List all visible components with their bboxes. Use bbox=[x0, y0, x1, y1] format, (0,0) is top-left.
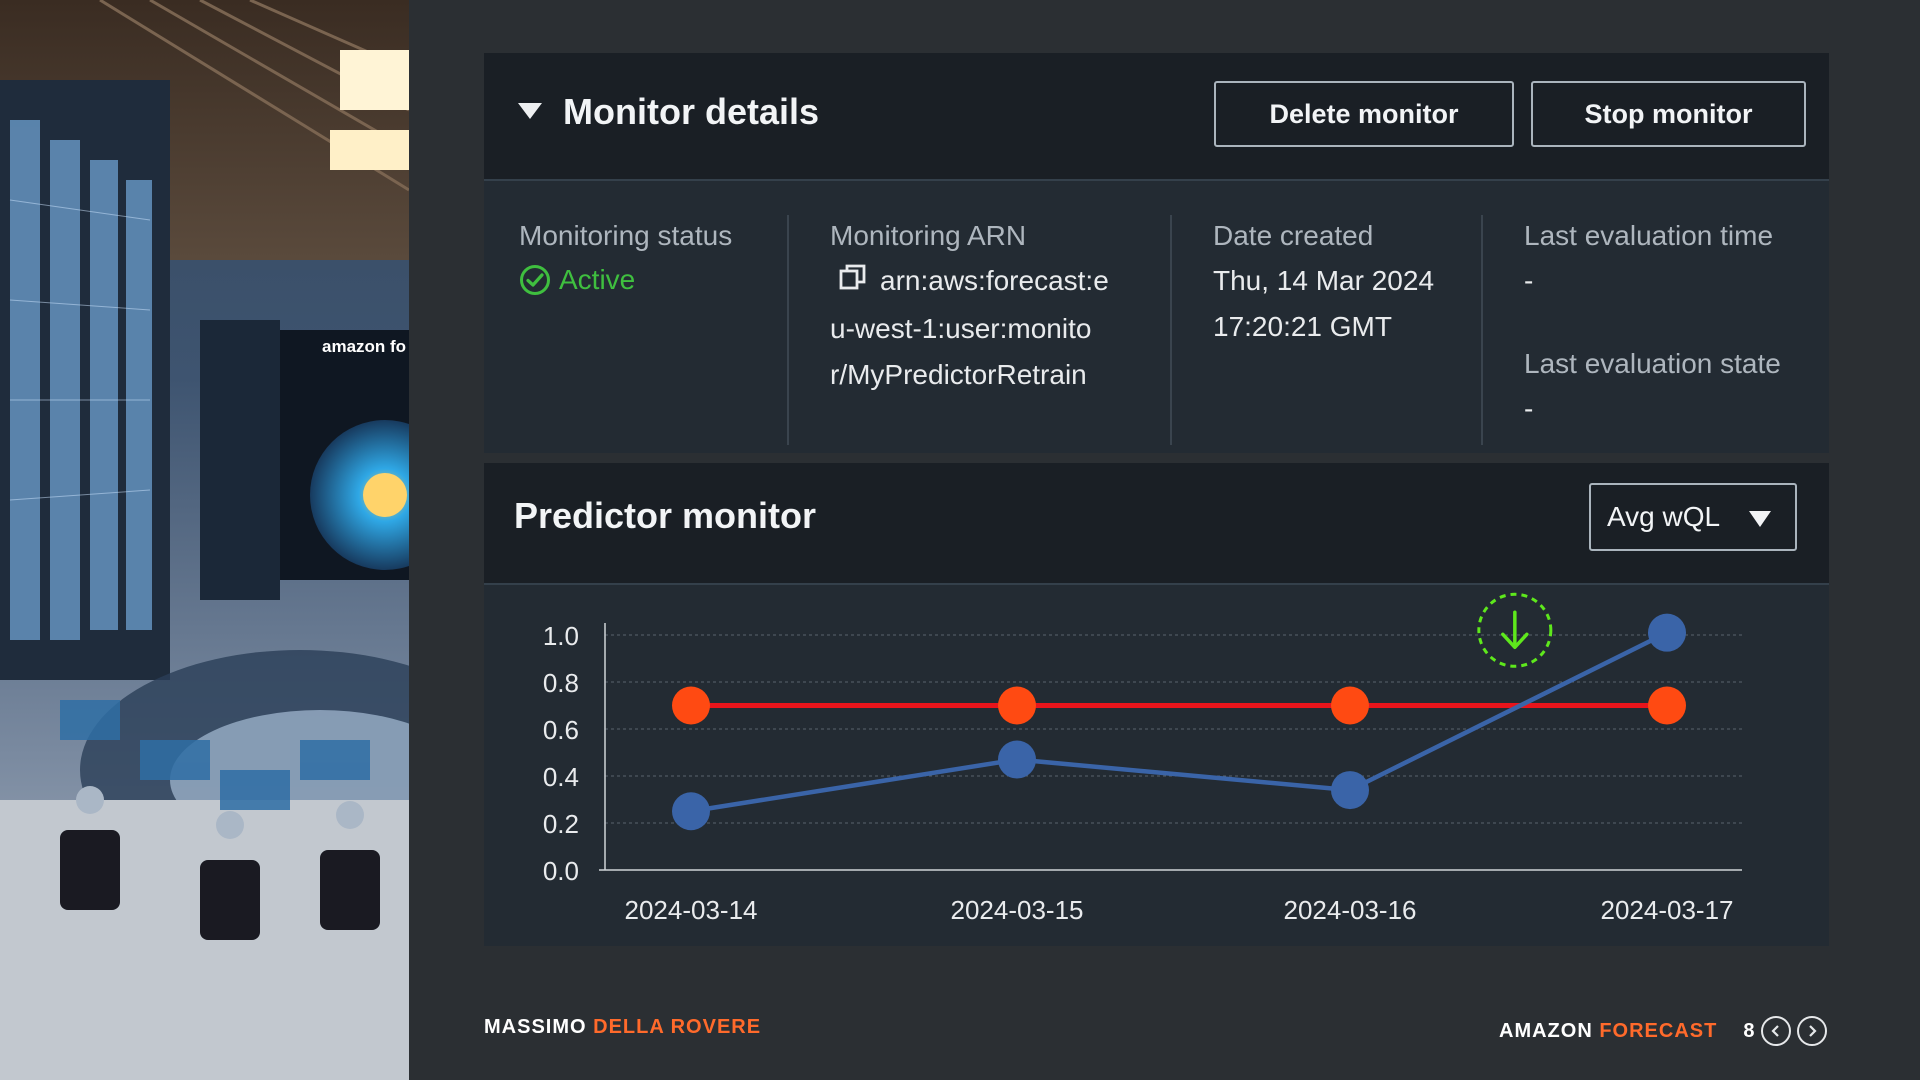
page-number: 8 bbox=[1743, 1019, 1756, 1042]
column-divider bbox=[1170, 215, 1172, 445]
next-slide-button[interactable] bbox=[1797, 1016, 1828, 1046]
monitoring-arn-label: Monitoring ARN bbox=[830, 220, 1027, 251]
status-badge: Active bbox=[519, 264, 732, 296]
copy-icon[interactable] bbox=[838, 260, 868, 306]
chevron-right-icon bbox=[1809, 1025, 1818, 1037]
chevron-down-icon bbox=[1749, 511, 1771, 527]
monitoring-arn-field: Monitoring ARN arn:aws:forecast:e u-west… bbox=[830, 218, 1109, 398]
author-first-name: MASSIMO bbox=[484, 1016, 587, 1038]
down-arrow-head-icon bbox=[1501, 632, 1529, 650]
data-point-series-2 bbox=[1331, 771, 1369, 810]
status-value: Active bbox=[559, 264, 636, 295]
stop-monitor-button[interactable]: Stop monitor bbox=[1531, 81, 1806, 147]
predictor-monitor-panel: Predictor monitor Avg wQL 0.0 0.2 0.4 0.6 0.… bbox=[484, 463, 1829, 946]
chevron-left-icon bbox=[1771, 1025, 1780, 1037]
data-point-series-1 bbox=[672, 686, 710, 725]
previous-slide-button[interactable] bbox=[1761, 1016, 1792, 1046]
date-created-field: Date created Thu, 14 Mar 2024 17:20:21 G… bbox=[1213, 218, 1434, 350]
data-point-series-2 bbox=[1648, 613, 1686, 652]
line-chart: 0.0 0.2 0.4 0.6 0.8 1.0 2024-03-14 2024-03-15 20… bbox=[543, 592, 1742, 925]
annotation-circle bbox=[1477, 592, 1553, 668]
arn-line-3: r/MyPredictorRetrain bbox=[830, 358, 1087, 390]
predictor-monitor-title: Predictor monitor bbox=[514, 495, 817, 536]
y-tick-label: 0.2 bbox=[543, 809, 579, 839]
data-point-series-2 bbox=[998, 740, 1036, 779]
monitoring-status-label: Monitoring status bbox=[519, 220, 733, 251]
check-circle-icon bbox=[519, 264, 551, 296]
column-divider bbox=[787, 215, 789, 445]
monitor-details-panel: Monitor details Delete monitor Stop moni… bbox=[484, 53, 1829, 453]
author-last-name: DELLA ROVERE bbox=[593, 1016, 762, 1038]
delete-monitor-button[interactable]: Delete monitor bbox=[1214, 81, 1514, 147]
monitor-details-title[interactable]: Monitor details bbox=[563, 91, 820, 132]
arn-line-1-row: arn:aws:forecast:e bbox=[830, 258, 1109, 306]
x-tick-label: 2024-03-17 bbox=[1601, 895, 1734, 925]
datacenter-illustration: amazon fo bbox=[0, 0, 409, 1080]
y-tick-label: 0.4 bbox=[543, 762, 579, 792]
last-evaluation-state-label: Last evaluation state bbox=[1524, 348, 1781, 379]
data-point-series-2 bbox=[672, 792, 710, 831]
monitor-details-header: Monitor details Delete monitor Stop moni… bbox=[484, 53, 1829, 181]
data-point-series-1 bbox=[998, 686, 1036, 725]
y-tick-label: 0.6 bbox=[543, 715, 579, 745]
column-divider bbox=[1481, 215, 1483, 445]
brand-last: FORECAST bbox=[1599, 1019, 1718, 1042]
data-point-series-1 bbox=[1648, 686, 1686, 725]
y-tick-label: 0.0 bbox=[543, 856, 579, 886]
svg-text:amazon fo: amazon fo bbox=[322, 337, 406, 356]
date-created-label: Date created bbox=[1213, 220, 1374, 251]
last-evaluation-time-value: - bbox=[1524, 265, 1534, 296]
footer-author: MASSIMO DELLA ROVERE bbox=[484, 1016, 761, 1039]
date-created-line-1: Thu, 14 Mar 2024 bbox=[1213, 265, 1435, 296]
y-tick-label: 1.0 bbox=[543, 621, 579, 651]
arn-line-2: u-west-1:user:monito bbox=[830, 312, 1092, 344]
x-tick-label: 2024-03-16 bbox=[1284, 895, 1417, 925]
last-evaluation-time-label: Last evaluation time bbox=[1524, 220, 1774, 251]
arn-line-1: arn:aws:forecast:e bbox=[880, 265, 1109, 296]
x-tick-label: 2024-03-15 bbox=[951, 895, 1084, 925]
footer-brand: AMAZON FORECAST 8 bbox=[1499, 1016, 1828, 1046]
brand-first: AMAZON bbox=[1499, 1019, 1593, 1042]
y-tick-label: 0.8 bbox=[543, 668, 579, 698]
data-point-series-1 bbox=[1331, 686, 1369, 725]
collapse-caret-icon[interactable] bbox=[518, 103, 542, 119]
series-line-2 bbox=[690, 630, 1669, 814]
last-evaluation-field: Last evaluation time - Last evaluation s… bbox=[1524, 218, 1781, 432]
x-tick-label: 2024-03-14 bbox=[625, 895, 758, 925]
predictor-chart: 0.0 0.2 0.4 0.6 0.8 1.0 2024-03-14 2024-03-15 20… bbox=[484, 585, 1829, 946]
date-created-line-2: 17:20:21 GMT bbox=[1213, 311, 1392, 342]
monitoring-status-field: Monitoring status Active bbox=[519, 218, 732, 296]
predictor-monitor-header: Predictor monitor Avg wQL bbox=[484, 463, 1829, 585]
metric-select[interactable]: Avg wQL bbox=[1589, 483, 1797, 551]
last-evaluation-state-value: - bbox=[1524, 393, 1534, 424]
metric-select-value: Avg wQL bbox=[1607, 501, 1721, 532]
